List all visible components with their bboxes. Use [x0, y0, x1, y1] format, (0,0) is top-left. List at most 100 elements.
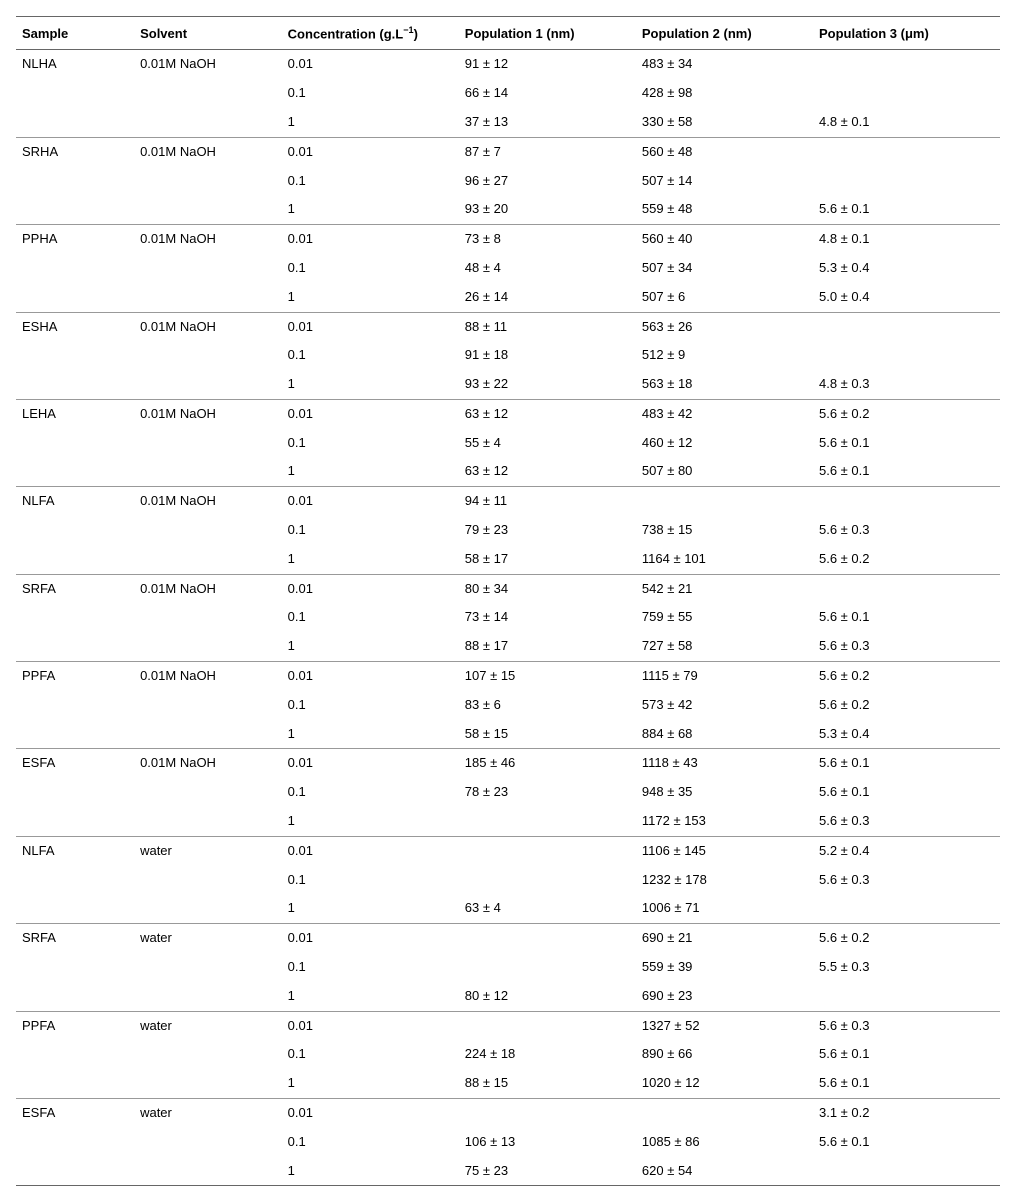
cell-solvent [134, 778, 282, 807]
cell-sample: LEHA [16, 399, 134, 428]
cell-solvent [134, 603, 282, 632]
cell-solvent: 0.01M NaOH [134, 225, 282, 254]
cell-solvent: water [134, 1011, 282, 1040]
cell-conc: 1 [282, 370, 459, 399]
cell-pop1: 185 ± 46 [459, 749, 636, 778]
cell-pop1: 63 ± 12 [459, 399, 636, 428]
cell-conc: 0.01 [282, 1099, 459, 1128]
cell-pop3: 5.6 ± 0.3 [813, 516, 1000, 545]
cell-conc: 0.01 [282, 312, 459, 341]
cell-solvent [134, 341, 282, 370]
table-row: 0.183 ± 6573 ± 425.6 ± 0.2 [16, 691, 1000, 720]
cell-solvent [134, 632, 282, 661]
cell-pop2 [636, 487, 813, 516]
table-row: 158 ± 15884 ± 685.3 ± 0.4 [16, 720, 1000, 749]
cell-pop2: 948 ± 35 [636, 778, 813, 807]
cell-sample: PPHA [16, 225, 134, 254]
cell-pop3: 4.8 ± 0.1 [813, 225, 1000, 254]
cell-solvent [134, 866, 282, 895]
cell-pop3: 5.6 ± 0.3 [813, 1011, 1000, 1040]
header-sample: Sample [16, 17, 134, 50]
cell-solvent [134, 1128, 282, 1157]
table-row: 193 ± 20559 ± 485.6 ± 0.1 [16, 195, 1000, 224]
cell-pop3: 5.6 ± 0.2 [813, 924, 1000, 953]
table-row: 0.191 ± 18512 ± 9 [16, 341, 1000, 370]
cell-sample: SRFA [16, 924, 134, 953]
table-row: 180 ± 12690 ± 23 [16, 982, 1000, 1011]
cell-solvent [134, 457, 282, 486]
cell-pop2: 890 ± 66 [636, 1040, 813, 1069]
cell-sample: NLFA [16, 836, 134, 865]
cell-conc: 0.01 [282, 924, 459, 953]
cell-sample: ESHA [16, 312, 134, 341]
table-row: 193 ± 22563 ± 184.8 ± 0.3 [16, 370, 1000, 399]
cell-pop2: 884 ± 68 [636, 720, 813, 749]
cell-sample [16, 720, 134, 749]
cell-pop2: 542 ± 21 [636, 574, 813, 603]
cell-conc: 1 [282, 283, 459, 312]
cell-pop2: 738 ± 15 [636, 516, 813, 545]
cell-pop2: 507 ± 6 [636, 283, 813, 312]
cell-pop1 [459, 1011, 636, 1040]
table-row: ESHA0.01M NaOH0.0188 ± 11563 ± 26 [16, 312, 1000, 341]
cell-pop1: 224 ± 18 [459, 1040, 636, 1069]
cell-conc: 1 [282, 545, 459, 574]
cell-pop1: 73 ± 8 [459, 225, 636, 254]
cell-conc: 0.01 [282, 662, 459, 691]
cell-conc: 0.1 [282, 167, 459, 196]
cell-sample: ESFA [16, 1099, 134, 1128]
cell-pop3: 5.3 ± 0.4 [813, 720, 1000, 749]
cell-conc: 0.01 [282, 1011, 459, 1040]
cell-pop2: 560 ± 40 [636, 225, 813, 254]
cell-sample: SRFA [16, 574, 134, 603]
table-row: 0.1106 ± 131085 ± 865.6 ± 0.1 [16, 1128, 1000, 1157]
cell-pop1: 37 ± 13 [459, 108, 636, 137]
table-row: 0.173 ± 14759 ± 555.6 ± 0.1 [16, 603, 1000, 632]
cell-conc: 0.01 [282, 399, 459, 428]
cell-pop2: 690 ± 21 [636, 924, 813, 953]
cell-conc: 1 [282, 807, 459, 836]
cell-conc: 0.01 [282, 137, 459, 166]
cell-conc: 0.1 [282, 778, 459, 807]
cell-pop2: 1106 ± 145 [636, 836, 813, 865]
table-row: PPFA0.01M NaOH0.01107 ± 151115 ± 795.6 ±… [16, 662, 1000, 691]
header-row: Sample Solvent Concentration (g.L−1) Pop… [16, 17, 1000, 50]
cell-pop3: 5.2 ± 0.4 [813, 836, 1000, 865]
cell-pop3: 5.6 ± 0.1 [813, 778, 1000, 807]
cell-pop2: 563 ± 18 [636, 370, 813, 399]
table-row: 126 ± 14507 ± 65.0 ± 0.4 [16, 283, 1000, 312]
cell-pop1: 83 ± 6 [459, 691, 636, 720]
cell-pop3: 5.0 ± 0.4 [813, 283, 1000, 312]
cell-pop3 [813, 894, 1000, 923]
cell-pop1 [459, 836, 636, 865]
cell-sample: ESFA [16, 749, 134, 778]
table-row: 188 ± 17727 ± 585.6 ± 0.3 [16, 632, 1000, 661]
cell-pop1: 63 ± 12 [459, 457, 636, 486]
cell-solvent: 0.01M NaOH [134, 574, 282, 603]
cell-solvent: 0.01M NaOH [134, 137, 282, 166]
table-row: 0.166 ± 14428 ± 98 [16, 79, 1000, 108]
cell-pop3: 5.6 ± 0.1 [813, 429, 1000, 458]
cell-conc: 0.01 [282, 836, 459, 865]
cell-conc: 0.01 [282, 225, 459, 254]
cell-conc: 0.01 [282, 749, 459, 778]
cell-pop1: 88 ± 15 [459, 1069, 636, 1098]
cell-pop3 [813, 312, 1000, 341]
table-row: 0.155 ± 4460 ± 125.6 ± 0.1 [16, 429, 1000, 458]
cell-pop2: 559 ± 48 [636, 195, 813, 224]
cell-pop1: 58 ± 15 [459, 720, 636, 749]
cell-solvent [134, 516, 282, 545]
cell-pop3: 5.6 ± 0.1 [813, 1069, 1000, 1098]
table-row: ESFA0.01M NaOH0.01185 ± 461118 ± 435.6 ±… [16, 749, 1000, 778]
cell-pop3: 5.6 ± 0.1 [813, 195, 1000, 224]
cell-pop2: 1115 ± 79 [636, 662, 813, 691]
cell-sample [16, 254, 134, 283]
table-row: 158 ± 171164 ± 1015.6 ± 0.2 [16, 545, 1000, 574]
cell-conc: 0.01 [282, 574, 459, 603]
table-row: PPFAwater0.011327 ± 525.6 ± 0.3 [16, 1011, 1000, 1040]
cell-conc: 0.1 [282, 953, 459, 982]
cell-solvent [134, 1157, 282, 1186]
table-row: 0.11232 ± 1785.6 ± 0.3 [16, 866, 1000, 895]
cell-pop3: 5.6 ± 0.3 [813, 807, 1000, 836]
cell-sample [16, 1069, 134, 1098]
